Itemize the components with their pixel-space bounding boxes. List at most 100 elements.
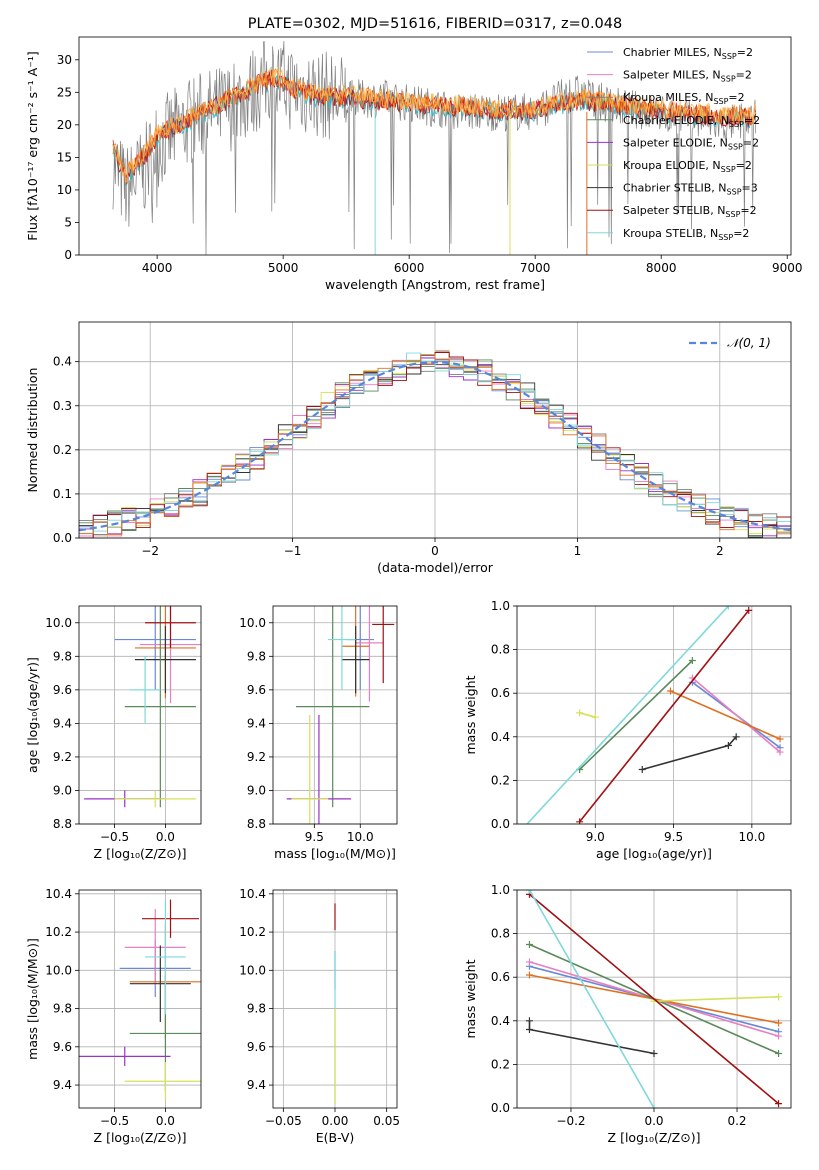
y-tick-label: 8.8 xyxy=(247,817,266,831)
x-tick-label: −0.5 xyxy=(100,830,129,844)
y-axis-label: Normed distribution xyxy=(25,368,40,493)
x-tick-label: 9000 xyxy=(772,261,803,275)
y-tick-label: 10.0 xyxy=(45,963,72,977)
x-axis-label: E(B-V) xyxy=(316,1130,355,1145)
legend-subscript: SSP xyxy=(722,52,737,61)
legend-label: Chabrier ELODIE, NSSP=2 xyxy=(623,114,760,129)
x-tick-label: −0.05 xyxy=(265,1114,302,1128)
weight-marker xyxy=(525,890,533,894)
x-tick-label: −2 xyxy=(141,544,159,558)
legend-suffix: =2 xyxy=(743,136,759,149)
axes-frame xyxy=(78,605,202,825)
y-tick-label: 0.8 xyxy=(491,643,510,657)
legend-suffix: =3 xyxy=(742,182,758,195)
x-tick-label: 5000 xyxy=(268,261,299,275)
weight-line xyxy=(578,609,750,823)
y-tick-label: 15 xyxy=(57,150,72,164)
errorbar-point xyxy=(124,1062,201,1101)
weight-marker xyxy=(745,606,753,614)
y-axis-label: age [log₁₀(age/yr)] xyxy=(25,657,40,773)
x-tick-label: −1 xyxy=(284,544,302,558)
errorbar-point xyxy=(124,909,186,986)
errorbar-point xyxy=(124,606,196,808)
weight-marker xyxy=(525,958,533,966)
weight-marker xyxy=(525,1026,533,1034)
legend-label: Chabrier MILES, NSSP=2 xyxy=(623,46,753,61)
legend-suffix: =2 xyxy=(736,159,752,172)
axes-residuals: −2 −1 0 1 2 0.0 0.1 0.2 0.3 0.4 (data-model)/error… xyxy=(25,321,792,575)
x-tick-label: 0.0 xyxy=(156,830,175,844)
legend-subscript: SSP xyxy=(727,188,742,197)
x-tick-label: 0.2 xyxy=(727,1114,746,1128)
legend-label: Salpeter ELODIE, NSSP=2 xyxy=(623,136,759,151)
weight-marker xyxy=(525,1017,533,1025)
y-tick-label: 0.6 xyxy=(491,970,510,984)
x-tick-label: 10.0 xyxy=(347,830,374,844)
x-tick-label: 9.0 xyxy=(586,830,605,844)
y-tick-label: 0.8 xyxy=(491,927,510,941)
weight-marker xyxy=(576,709,584,717)
y-tick-label: 0.4 xyxy=(53,355,72,369)
legend-label: Kroupa MILES, NSSP=2 xyxy=(623,91,745,106)
x-tick-label: 2 xyxy=(716,544,724,558)
legend-label: Kroupa STELIB, NSSP=2 xyxy=(623,227,749,242)
legend-suffix: =2 xyxy=(733,227,749,240)
x-axis-label: mass [log₁₀(M/M⊙)] xyxy=(274,846,396,861)
y-tick-label: 0.6 xyxy=(491,686,510,700)
legend: 𝒩(0, 1) xyxy=(689,336,771,350)
y-axis-label: mass weight xyxy=(463,675,478,754)
errorbar-point xyxy=(328,606,356,690)
y-tick-label: 9.8 xyxy=(53,1002,72,1016)
legend-suffix: =2 xyxy=(728,91,744,104)
errorbar-point xyxy=(134,626,196,694)
x-axis-label: age [log₁₀(age/yr)] xyxy=(596,846,712,861)
y-tick-label: 0.4 xyxy=(491,730,510,744)
y-tick-label: 9.4 xyxy=(53,716,72,730)
plot-area xyxy=(79,899,201,1101)
y-tick-label: 10.0 xyxy=(45,616,72,630)
weight-marker xyxy=(688,657,696,664)
y-tick-label: 9.6 xyxy=(247,683,266,697)
weight-marker xyxy=(775,1100,783,1108)
weight-line xyxy=(670,690,781,740)
x-tick-label: 1 xyxy=(574,544,582,558)
weight-marker xyxy=(724,742,732,750)
y-tick-label: 10.4 xyxy=(239,887,266,901)
normal-curve xyxy=(79,361,791,532)
axes-weight_vs_age: 9.0 9.5 10.0 0.0 0.2 0.4 0.6 0.8 1.0 age [log₁₀(a… xyxy=(463,599,792,861)
errorbar-point xyxy=(129,945,191,1022)
x-tick-label: −0.2 xyxy=(556,1114,585,1128)
x-tick-label: 9.5 xyxy=(664,830,683,844)
y-axis-label: mass [log₁₀(M/M⊙)] xyxy=(25,938,40,1060)
weight-marker xyxy=(776,735,784,743)
model-spectrum-line xyxy=(112,66,756,183)
x-tick-label: 4000 xyxy=(142,261,173,275)
errorbar-point xyxy=(129,656,161,724)
histogram-step xyxy=(79,352,791,534)
weight-marker xyxy=(666,687,674,695)
y-tick-label: 0.0 xyxy=(491,817,510,831)
x-tick-label: 0.00 xyxy=(322,1114,349,1128)
weight-marker xyxy=(775,993,783,1001)
weight-line xyxy=(691,677,781,753)
y-tick-label: 20 xyxy=(57,118,72,132)
legend-suffix: =2 xyxy=(744,114,760,127)
y-tick-label: 9.4 xyxy=(247,1078,266,1092)
weight-marker xyxy=(514,831,521,838)
weight-line xyxy=(528,893,780,1105)
axes-age_vs_mass: 9.5 10.0 8.8 9.0 9.2 9.4 9.6 9.8 10.0 mass [log₁₀… xyxy=(239,605,398,861)
x-axis-label: Z [log₁₀(Z/Z⊙)] xyxy=(94,846,187,861)
y-tick-label: 9.2 xyxy=(247,750,266,764)
weight-marker xyxy=(638,766,646,773)
y-tick-label: 10.0 xyxy=(239,616,266,630)
x-tick-label: 0.05 xyxy=(373,1114,400,1128)
legend-label: Chabrier STELIB, NSSP=3 xyxy=(623,182,758,197)
axes-age_vs_Z: −0.5 0.0 8.8 9.0 9.2 9.4 9.6 9.8 10.0 Z [log₁₀(Z/… xyxy=(25,605,202,861)
errorbar-point xyxy=(372,606,395,684)
chart-title: PLATE=0302, MJD=51616, FIBERID=0317, z=0… xyxy=(248,16,622,32)
x-tick-label: 7000 xyxy=(520,261,551,275)
weight-marker xyxy=(650,1050,658,1057)
axes-frame xyxy=(272,605,398,825)
weight-line xyxy=(642,736,737,771)
weight-line xyxy=(579,659,693,771)
